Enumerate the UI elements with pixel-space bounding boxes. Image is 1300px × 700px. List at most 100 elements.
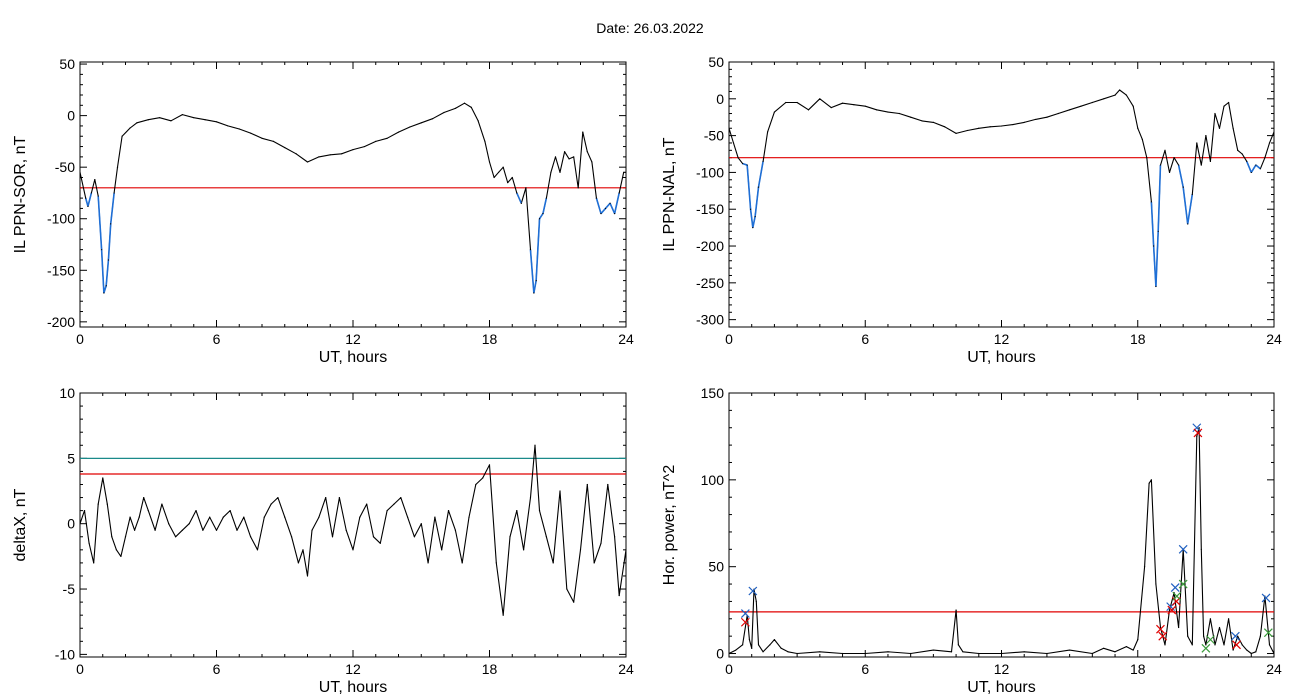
data-point (604, 207, 607, 210)
x-tick-label: 0 (76, 661, 84, 677)
y-tick-label: -100 (696, 164, 724, 180)
data-point (209, 516, 211, 518)
data-point (1196, 142, 1198, 144)
data-point (1218, 127, 1221, 129)
data-point (488, 161, 491, 163)
data-point (1069, 649, 1071, 651)
data-point (1241, 153, 1243, 155)
data-point (277, 496, 279, 499)
data-point (97, 503, 99, 505)
x-axis-label: UT, hours (319, 679, 387, 696)
cross-marker-stroke (1170, 583, 1180, 592)
data-point (586, 151, 588, 153)
x-tick-label: 24 (1266, 331, 1282, 347)
data-point (830, 107, 832, 109)
data-point (115, 549, 117, 551)
below-threshold-segment (752, 216, 756, 228)
data-point (529, 249, 532, 251)
data-point (762, 651, 764, 653)
below-threshold-segment (595, 197, 602, 214)
cross-marker-stroke (1158, 631, 1168, 641)
data-point (600, 542, 602, 544)
data-point (742, 162, 744, 165)
data-point (579, 549, 582, 551)
data-point (757, 644, 760, 646)
y-tick-label: 50 (708, 54, 724, 70)
y-tick-label: -150 (696, 201, 724, 217)
data-point (468, 516, 470, 518)
data-point (143, 496, 145, 499)
data-point (1241, 644, 1243, 646)
data-point (577, 187, 579, 189)
data-point (488, 464, 491, 466)
data-point (1259, 635, 1261, 637)
y-axis-label: deltaX, nT (12, 488, 29, 561)
data-point (538, 510, 541, 512)
data-point (295, 153, 297, 155)
data-point (1200, 164, 1202, 166)
data-point (1114, 651, 1116, 653)
below-threshold-segment (87, 192, 93, 207)
data-point (227, 125, 229, 127)
data-point (102, 477, 104, 479)
data-point (538, 218, 541, 220)
data-point (751, 647, 753, 649)
data-point (1187, 635, 1189, 637)
below-threshold-segment (746, 164, 752, 210)
data-point (876, 109, 878, 111)
y-tick-label: 0 (716, 646, 724, 662)
data-point (600, 212, 602, 215)
below-threshold-segment (604, 202, 611, 209)
data-point (910, 116, 912, 118)
data-point (593, 562, 595, 564)
data-point (341, 153, 343, 155)
data-point (623, 171, 625, 173)
data-point (1000, 652, 1003, 655)
data-point (1153, 245, 1155, 247)
data-point (105, 285, 107, 287)
data-point (749, 208, 752, 210)
data-point (420, 122, 422, 124)
data-point (887, 111, 889, 113)
data-point (318, 516, 320, 518)
data-point (138, 516, 140, 518)
data-point (1168, 171, 1171, 174)
data-point (1198, 427, 1200, 429)
data-point (502, 166, 504, 168)
below-threshold-segment (100, 249, 105, 294)
below-threshold-segment (609, 202, 616, 214)
data-point (864, 105, 866, 107)
data-point (434, 516, 436, 518)
data-point (1227, 101, 1230, 104)
data-point (898, 112, 900, 115)
below-threshold-segment (1255, 164, 1261, 170)
data-series-line (729, 427, 1274, 655)
data-point (1118, 89, 1121, 91)
cross-marker-stroke (1193, 428, 1203, 438)
below-threshold-segment (529, 249, 535, 294)
data-point (188, 523, 190, 525)
data-point (742, 644, 744, 646)
data-point (124, 536, 127, 538)
data-point (121, 135, 123, 137)
data-point (1137, 127, 1139, 129)
data-point (534, 444, 536, 446)
data-series-line (80, 102, 626, 294)
y-tick-label: -250 (696, 275, 724, 291)
below-threshold-segment (749, 209, 754, 228)
data-point (607, 483, 609, 486)
data-point (525, 187, 527, 189)
data-point (229, 510, 231, 512)
data-point (306, 575, 309, 577)
data-point (215, 121, 218, 123)
data-point (752, 227, 754, 229)
data-point (1203, 635, 1205, 637)
data-point (1214, 112, 1216, 115)
data-point (932, 121, 934, 123)
data-point (1227, 618, 1230, 620)
data-point (325, 496, 327, 499)
x-tick-label: 0 (76, 331, 84, 347)
cross-marker (1263, 628, 1273, 638)
data-point (161, 503, 163, 505)
below-threshold-segment (109, 192, 115, 224)
